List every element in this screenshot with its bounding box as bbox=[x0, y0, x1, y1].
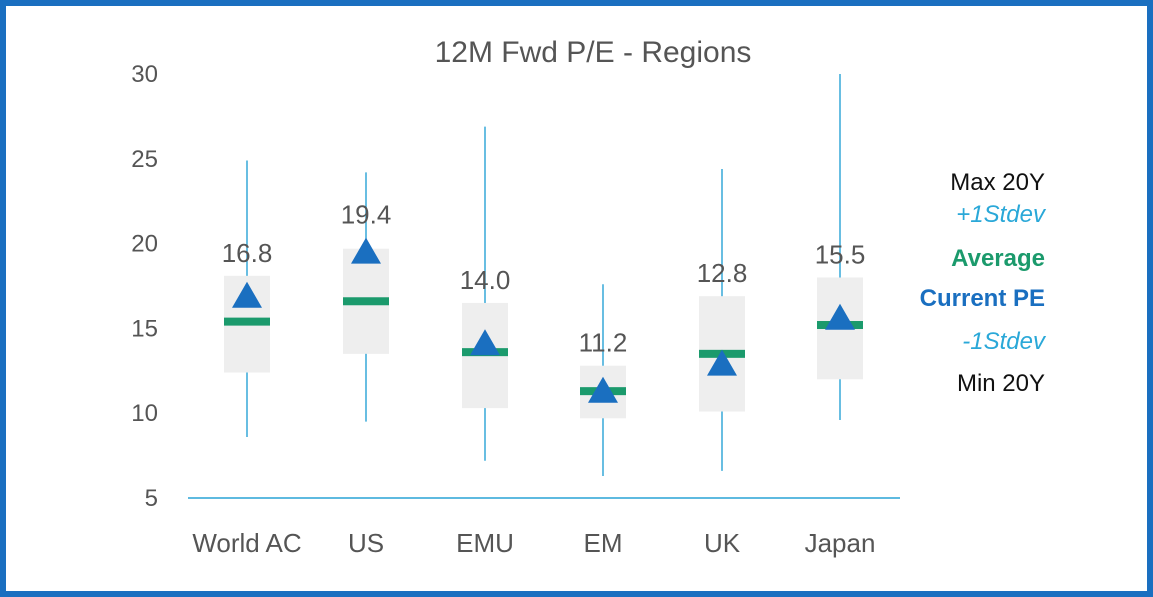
box-japan: 15.5 bbox=[815, 74, 866, 420]
x-category-label: World AC bbox=[192, 528, 301, 558]
chart-title: 12M Fwd P/E - Regions bbox=[435, 36, 752, 69]
y-tick-label: 30 bbox=[131, 61, 158, 88]
box-world-ac: 16.8 bbox=[222, 160, 273, 437]
chart-boxes: 16.8 19.4 14.0 11.2 12.8 15.5 bbox=[222, 74, 866, 476]
current-pe-marker bbox=[232, 281, 262, 308]
box-uk: 12.8 bbox=[697, 168, 748, 471]
current-pe-marker bbox=[707, 349, 737, 376]
legend-item: Average bbox=[951, 245, 1045, 272]
y-tick-label: 15 bbox=[131, 315, 158, 342]
current-pe-label: 14.0 bbox=[460, 265, 511, 295]
box-us: 19.4 bbox=[341, 172, 392, 422]
legend-item: Max 20Y bbox=[950, 169, 1045, 196]
current-pe-label: 15.5 bbox=[815, 240, 866, 270]
x-category-label: EMU bbox=[456, 528, 514, 558]
x-category-label: Japan bbox=[805, 528, 876, 558]
current-pe-label: 12.8 bbox=[697, 258, 748, 288]
x-category-label: EM bbox=[584, 528, 623, 558]
legend: Max 20Y +1Stdev Average Current PE -1Stdev Mi… bbox=[920, 169, 1047, 397]
legend-item: -1Stdev bbox=[962, 328, 1047, 355]
y-tick-label: 20 bbox=[131, 231, 158, 258]
average-bar bbox=[224, 317, 270, 326]
average-bar bbox=[343, 297, 389, 306]
current-pe-marker bbox=[351, 237, 381, 264]
box-em: 11.2 bbox=[579, 284, 628, 476]
current-pe-label: 11.2 bbox=[579, 328, 628, 358]
legend-item: Current PE bbox=[920, 285, 1045, 312]
current-pe-label: 19.4 bbox=[341, 200, 392, 230]
x-category-label: US bbox=[348, 528, 384, 558]
y-axis-ticks: 5 10 15 20 25 30 bbox=[131, 61, 158, 512]
x-axis-categories: World AC US EMU EM UK Japan bbox=[192, 528, 875, 558]
current-pe-label: 16.8 bbox=[222, 238, 273, 268]
y-tick-label: 5 bbox=[145, 485, 158, 512]
box-emu: 14.0 bbox=[460, 126, 511, 461]
y-tick-label: 10 bbox=[131, 400, 158, 427]
current-pe-marker bbox=[588, 376, 618, 403]
legend-item: +1Stdev bbox=[956, 201, 1047, 228]
current-pe-marker bbox=[470, 329, 500, 356]
legend-item: Min 20Y bbox=[957, 370, 1045, 397]
current-pe-marker bbox=[825, 303, 855, 330]
x-category-label: UK bbox=[704, 528, 741, 558]
y-tick-label: 25 bbox=[131, 146, 158, 173]
